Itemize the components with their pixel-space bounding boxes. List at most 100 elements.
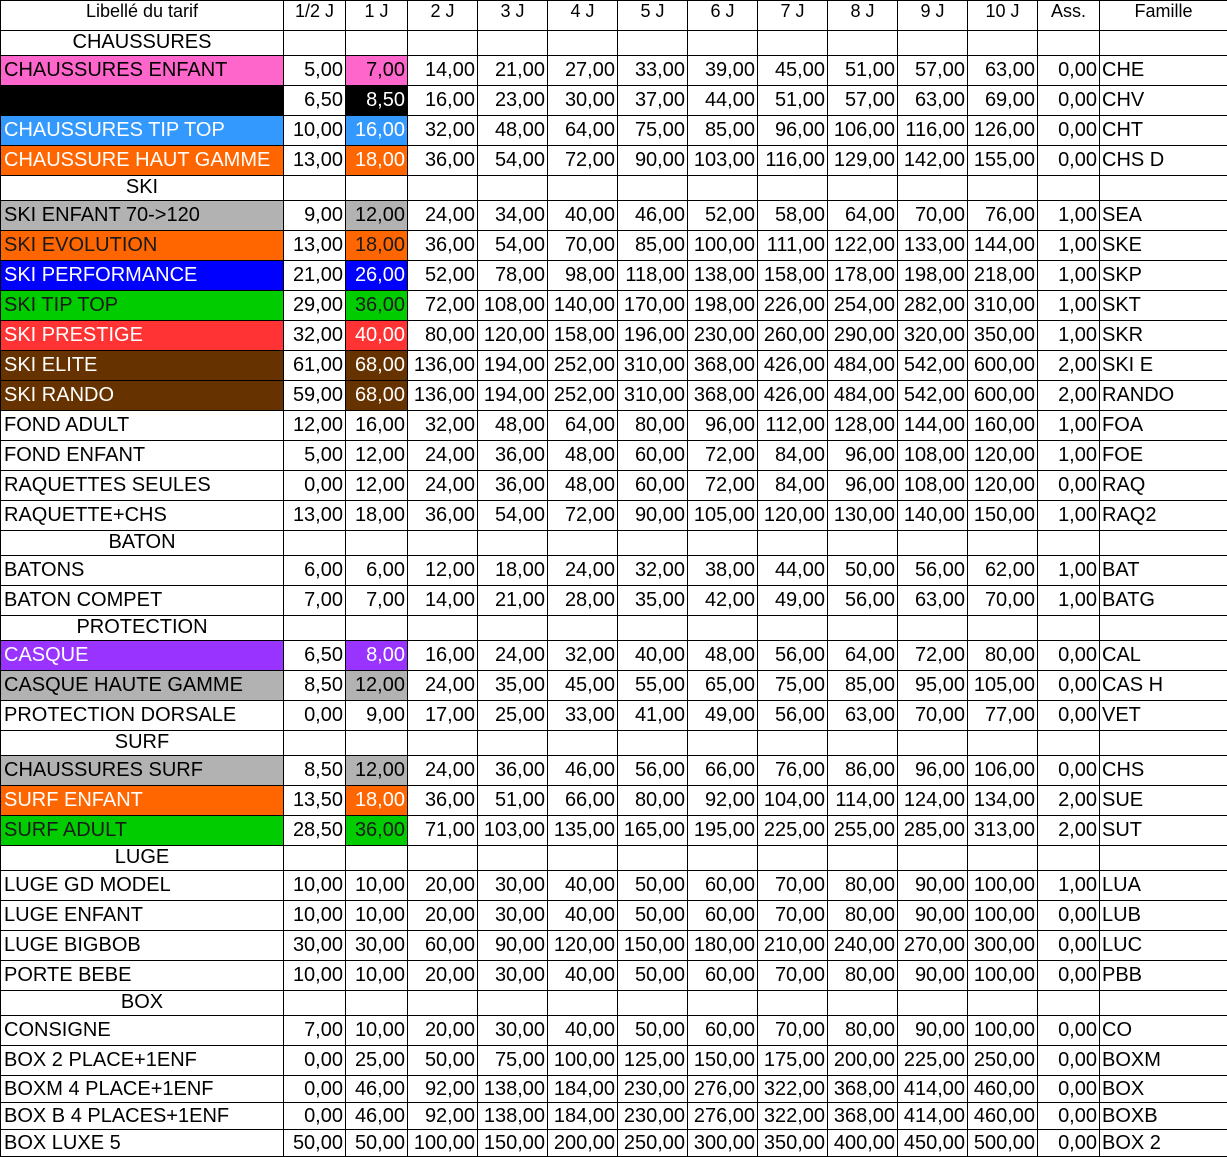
price-cell: 13,00	[284, 501, 346, 531]
empty-cell	[758, 991, 828, 1016]
price-cell: 16,00	[408, 86, 478, 116]
empty-cell	[618, 846, 688, 871]
price-cell: 276,00	[688, 1076, 758, 1103]
price-cell: 26,00	[346, 261, 408, 291]
price-cell: 12,00	[408, 556, 478, 586]
price-cell: 144,00	[898, 411, 968, 441]
price-cell: 368,00	[828, 1103, 898, 1130]
price-cell: 52,00	[408, 261, 478, 291]
tariff-label: BOX 2 PLACE+1ENF	[1, 1046, 284, 1076]
column-header: Libellé du tarif	[1, 1, 284, 31]
price-cell: 350,00	[968, 321, 1038, 351]
empty-cell	[548, 31, 618, 56]
empty-cell	[968, 731, 1038, 756]
price-cell: 10,00	[346, 901, 408, 931]
family-code: CAS H	[1100, 671, 1227, 701]
empty-cell	[408, 731, 478, 756]
family-code: VET	[1100, 701, 1227, 731]
empty-cell	[478, 991, 548, 1016]
tariff-label: CHAUSSURES ENFANT	[1, 56, 284, 86]
price-cell: 76,00	[968, 201, 1038, 231]
insurance-cell: 1,00	[1038, 411, 1100, 441]
price-cell: 33,00	[548, 701, 618, 731]
price-cell: 80,00	[618, 411, 688, 441]
price-cell: 155,00	[968, 146, 1038, 176]
family-code: CO	[1100, 1016, 1227, 1046]
empty-cell	[1100, 531, 1227, 556]
price-cell: 71,00	[408, 816, 478, 846]
price-cell: 144,00	[968, 231, 1038, 261]
price-cell: 85,00	[828, 671, 898, 701]
tariff-label: BOX B 4 PLACES+1ENF	[1, 1103, 284, 1130]
price-cell: 32,00	[284, 321, 346, 351]
price-cell: 414,00	[898, 1076, 968, 1103]
tariff-label: SKI PRESTIGE	[1, 321, 284, 351]
price-cell: 36,00	[408, 231, 478, 261]
price-cell: 138,00	[688, 261, 758, 291]
price-cell: 35,00	[478, 671, 548, 701]
price-cell: 72,00	[548, 146, 618, 176]
price-cell: 92,00	[408, 1103, 478, 1130]
price-cell: 350,00	[758, 1130, 828, 1157]
price-cell: 46,00	[548, 756, 618, 786]
empty-cell	[898, 846, 968, 871]
price-cell: 290,00	[828, 321, 898, 351]
price-cell: 72,00	[898, 641, 968, 671]
price-cell: 400,00	[828, 1130, 898, 1157]
price-cell: 10,00	[346, 1016, 408, 1046]
price-cell: 111,00	[758, 231, 828, 261]
empty-cell	[968, 531, 1038, 556]
price-cell: 134,00	[968, 786, 1038, 816]
price-cell: 80,00	[828, 961, 898, 991]
empty-cell	[968, 991, 1038, 1016]
tariff-label: SKI ENFANT 70->120	[1, 201, 284, 231]
price-cell: 270,00	[898, 931, 968, 961]
price-cell: 40,00	[548, 201, 618, 231]
price-cell: 414,00	[898, 1103, 968, 1130]
price-cell: 100,00	[968, 871, 1038, 901]
insurance-cell: 0,00	[1038, 641, 1100, 671]
price-cell: 230,00	[688, 321, 758, 351]
price-cell: 60,00	[688, 961, 758, 991]
price-cell: 140,00	[898, 501, 968, 531]
empty-cell	[284, 846, 346, 871]
price-cell: 170,00	[618, 291, 688, 321]
price-cell: 7,00	[284, 1016, 346, 1046]
price-cell: 252,00	[548, 351, 618, 381]
empty-cell	[548, 731, 618, 756]
section-row: BATON	[1, 531, 1227, 556]
insurance-cell: 0,00	[1038, 56, 1100, 86]
empty-cell	[1038, 31, 1100, 56]
price-cell: 90,00	[618, 146, 688, 176]
price-cell: 50,00	[618, 1016, 688, 1046]
empty-cell	[688, 176, 758, 201]
section-title: SURF	[1, 731, 284, 756]
empty-cell	[548, 531, 618, 556]
tariff-label: FOND ADULT	[1, 411, 284, 441]
insurance-cell: 1,00	[1038, 261, 1100, 291]
price-cell: 63,00	[828, 701, 898, 731]
insurance-cell: 0,00	[1038, 146, 1100, 176]
price-cell: 63,00	[968, 56, 1038, 86]
empty-cell	[478, 31, 548, 56]
section-title: LUGE	[1, 846, 284, 871]
price-cell: 103,00	[478, 816, 548, 846]
price-cell: 20,00	[408, 871, 478, 901]
price-cell: 33,00	[618, 56, 688, 86]
price-cell: 600,00	[968, 381, 1038, 411]
tariff-label: RAQUETTE+CHS	[1, 501, 284, 531]
tariff-label: CASQUE	[1, 641, 284, 671]
price-cell: 210,00	[758, 931, 828, 961]
price-cell: 8,50	[346, 86, 408, 116]
